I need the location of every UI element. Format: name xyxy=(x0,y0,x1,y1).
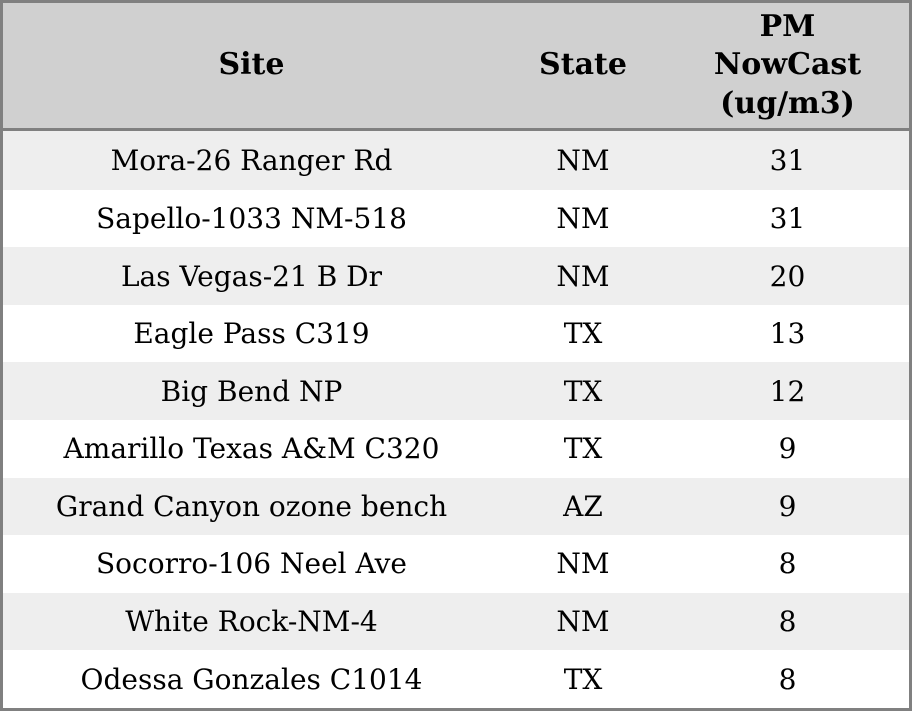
table-row: Big Bend NP TX 12 xyxy=(3,362,909,421)
table-row: Las Vegas-21 B Dr NM 20 xyxy=(3,247,909,305)
table-row: Sapello-1033 NM-518 NM 31 xyxy=(3,189,909,248)
table-row: Mora-26 Ranger Rd NM 31 xyxy=(3,129,909,190)
table-row: Amarillo Texas A&M C320 TX 9 xyxy=(3,420,909,478)
pm-nowcast-cell: 8 xyxy=(778,547,797,581)
col-header-state: State xyxy=(500,3,666,131)
table-row: Odessa Gonzales C1014 TX 8 xyxy=(3,650,909,708)
site-cell: Odessa Gonzales C1014 xyxy=(80,662,423,696)
col-header-site-label: Site xyxy=(218,47,285,83)
site-cell: Big Bend NP xyxy=(160,374,343,408)
site-cell: Mora-26 Ranger Rd xyxy=(110,143,393,177)
site-cell: White Rock-NM-4 xyxy=(125,605,378,639)
pm-nowcast-cell: 9 xyxy=(778,489,797,523)
pm-nowcast-cell: 8 xyxy=(778,662,797,696)
state-cell: NM xyxy=(556,143,610,177)
site-cell: Grand Canyon ozone bench xyxy=(55,489,448,523)
col-header-state-label: State xyxy=(539,47,627,83)
pm-nowcast-cell: 13 xyxy=(769,317,806,351)
state-cell: NM xyxy=(556,605,610,639)
site-cell: Las Vegas-21 B Dr xyxy=(120,259,383,293)
site-cell: Eagle Pass C319 xyxy=(133,317,370,351)
state-cell: TX xyxy=(563,374,603,408)
site-cell: Amarillo Texas A&M C320 xyxy=(63,432,440,466)
pm-nowcast-cell: 9 xyxy=(778,432,797,466)
site-cell: Sapello-1033 NM-518 xyxy=(96,201,407,235)
pm-nowcast-cell: 20 xyxy=(769,259,806,293)
col-header-pm-nowcast-label: PM NowCast (ug/m3) xyxy=(713,9,862,121)
state-cell: NM xyxy=(556,259,610,293)
table-row: Grand Canyon ozone bench AZ 9 xyxy=(3,477,909,536)
table-header: Site State PM NowCast (ug/m3) xyxy=(3,3,909,131)
state-cell: AZ xyxy=(563,489,603,523)
pm-nowcast-cell: 12 xyxy=(769,374,806,408)
state-cell: TX xyxy=(563,432,603,466)
state-cell: NM xyxy=(556,201,610,235)
pm-nowcast-cell: 8 xyxy=(778,605,797,639)
table-row: White Rock-NM-4 NM 8 xyxy=(3,592,909,651)
pm-nowcast-cell: 31 xyxy=(769,143,806,177)
col-header-site: Site xyxy=(3,3,500,131)
site-cell: Socorro-106 Neel Ave xyxy=(96,547,407,581)
table-row: Eagle Pass C319 TX 13 xyxy=(3,304,909,363)
col-header-pm-nowcast: PM NowCast (ug/m3) xyxy=(666,3,909,131)
header-row: Site State PM NowCast (ug/m3) xyxy=(3,3,909,131)
table-body: Mora-26 Ranger Rd NM 31 Sapello-1033 NM-… xyxy=(3,129,909,708)
state-cell: TX xyxy=(563,662,603,696)
table-row: Socorro-106 Neel Ave NM 8 xyxy=(3,535,909,593)
pm-nowcast-cell: 31 xyxy=(769,201,806,235)
pm-nowcast-table: Site State PM NowCast (ug/m3) Mora-26 Ra… xyxy=(3,3,909,708)
state-cell: NM xyxy=(556,547,610,581)
state-cell: TX xyxy=(563,317,603,351)
